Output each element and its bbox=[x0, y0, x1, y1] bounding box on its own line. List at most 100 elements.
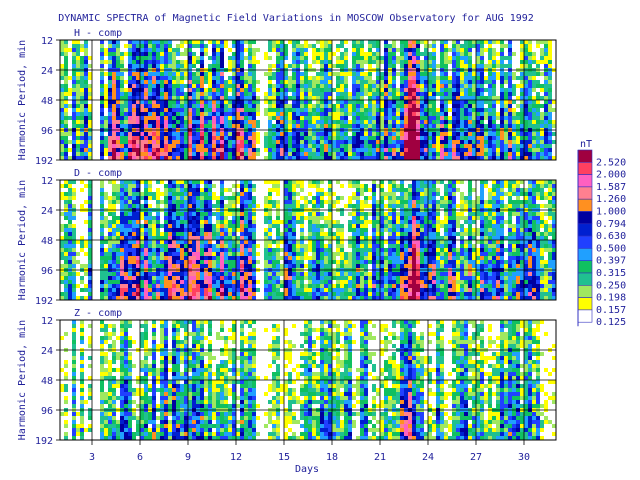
heatmap-cell bbox=[276, 60, 281, 65]
heatmap-cell bbox=[304, 64, 309, 69]
heatmap-cell bbox=[244, 108, 249, 113]
heatmap-cell bbox=[128, 92, 133, 97]
heatmap-cell bbox=[476, 76, 481, 81]
heatmap-cell bbox=[460, 76, 465, 81]
heatmap-cell bbox=[208, 92, 213, 97]
heatmap-cell bbox=[180, 228, 185, 233]
heatmap-cell bbox=[68, 76, 73, 81]
heatmap-cell bbox=[420, 120, 425, 125]
heatmap-cell bbox=[208, 64, 213, 69]
heatmap-cell bbox=[516, 116, 521, 121]
heatmap-cell bbox=[156, 64, 161, 69]
heatmap-cell bbox=[164, 76, 169, 81]
heatmap-cell bbox=[432, 108, 437, 113]
heatmap-cell bbox=[236, 136, 241, 141]
heatmap-cell bbox=[192, 136, 197, 141]
heatmap-cell bbox=[100, 220, 105, 225]
heatmap-cell bbox=[416, 108, 421, 113]
heatmap-cell bbox=[520, 56, 525, 61]
heatmap-cell bbox=[60, 296, 65, 301]
heatmap-cell bbox=[444, 104, 449, 109]
heatmap-cell bbox=[416, 76, 421, 81]
heatmap-cell bbox=[148, 228, 153, 233]
heatmap-cell bbox=[372, 112, 377, 117]
heatmap-cell bbox=[244, 104, 249, 109]
heatmap-cell bbox=[192, 192, 197, 197]
heatmap-cell bbox=[268, 132, 273, 137]
heatmap-cell bbox=[516, 80, 521, 85]
heatmap-cell bbox=[68, 272, 73, 277]
heatmap-cell bbox=[200, 56, 205, 61]
heatmap-cell bbox=[252, 76, 257, 81]
heatmap-cell bbox=[256, 52, 261, 57]
heatmap-cell bbox=[336, 84, 341, 89]
heatmap-cell bbox=[76, 224, 81, 229]
heatmap-cell bbox=[104, 200, 109, 205]
heatmap-cell bbox=[200, 292, 205, 297]
heatmap-cell bbox=[60, 136, 65, 141]
heatmap-cell bbox=[168, 104, 173, 109]
heatmap-cell bbox=[88, 88, 93, 93]
heatmap-cell bbox=[164, 288, 169, 293]
heatmap-cell bbox=[124, 92, 129, 97]
heatmap-cell bbox=[404, 120, 409, 125]
heatmap-cell bbox=[180, 220, 185, 225]
heatmap-cell bbox=[108, 188, 113, 193]
heatmap-cell bbox=[148, 40, 153, 45]
heatmap-cell bbox=[256, 140, 261, 145]
heatmap-cell bbox=[64, 52, 69, 57]
heatmap-cell bbox=[200, 116, 205, 121]
heatmap-cell bbox=[76, 44, 81, 49]
heatmap-cell bbox=[340, 132, 345, 137]
heatmap-cell bbox=[300, 148, 305, 153]
heatmap-cell bbox=[116, 200, 121, 205]
heatmap-cell bbox=[404, 152, 409, 157]
heatmap-cell bbox=[344, 40, 349, 45]
heatmap-cell bbox=[124, 280, 129, 285]
heatmap-cell bbox=[300, 120, 305, 125]
heatmap-cell bbox=[360, 72, 365, 77]
heatmap-cell bbox=[108, 260, 113, 265]
heatmap-cell bbox=[448, 72, 453, 77]
heatmap-cell bbox=[184, 60, 189, 65]
heatmap-cell bbox=[484, 60, 489, 65]
heatmap-cell bbox=[408, 76, 413, 81]
heatmap-cell bbox=[488, 60, 493, 65]
heatmap-cell bbox=[548, 156, 553, 161]
heatmap-cell bbox=[132, 120, 137, 125]
heatmap-cell bbox=[216, 84, 221, 89]
heatmap-cell bbox=[376, 144, 381, 149]
heatmap-cell bbox=[532, 124, 537, 129]
heatmap-cell bbox=[176, 92, 181, 97]
heatmap-cell bbox=[100, 188, 105, 193]
heatmap-cell bbox=[152, 296, 157, 301]
heatmap-cell bbox=[232, 180, 237, 185]
heatmap-cell bbox=[180, 80, 185, 85]
heatmap-cell bbox=[88, 60, 93, 65]
heatmap-cell bbox=[464, 116, 469, 121]
heatmap-cell bbox=[80, 108, 85, 113]
heatmap-cell bbox=[88, 188, 93, 193]
heatmap-cell bbox=[388, 152, 393, 157]
heatmap-cell bbox=[144, 64, 149, 69]
heatmap-cell bbox=[344, 84, 349, 89]
heatmap-cell bbox=[108, 64, 113, 69]
heatmap-cell bbox=[68, 144, 73, 149]
heatmap-cell bbox=[132, 220, 137, 225]
heatmap-cell bbox=[136, 220, 141, 225]
heatmap-cell bbox=[324, 72, 329, 77]
heatmap-cell bbox=[384, 108, 389, 113]
heatmap-cell bbox=[264, 140, 269, 145]
heatmap-cell bbox=[128, 184, 133, 189]
heatmap-cell bbox=[248, 136, 253, 141]
heatmap-cell bbox=[360, 148, 365, 153]
heatmap-cell bbox=[480, 52, 485, 57]
heatmap-cell bbox=[492, 108, 497, 113]
heatmap-cell bbox=[188, 232, 193, 237]
heatmap-cell bbox=[72, 244, 77, 249]
heatmap-cell bbox=[240, 204, 245, 209]
heatmap-cell bbox=[360, 56, 365, 61]
heatmap-cell bbox=[184, 260, 189, 265]
heatmap-cell bbox=[420, 80, 425, 85]
heatmap-cell bbox=[512, 52, 517, 57]
